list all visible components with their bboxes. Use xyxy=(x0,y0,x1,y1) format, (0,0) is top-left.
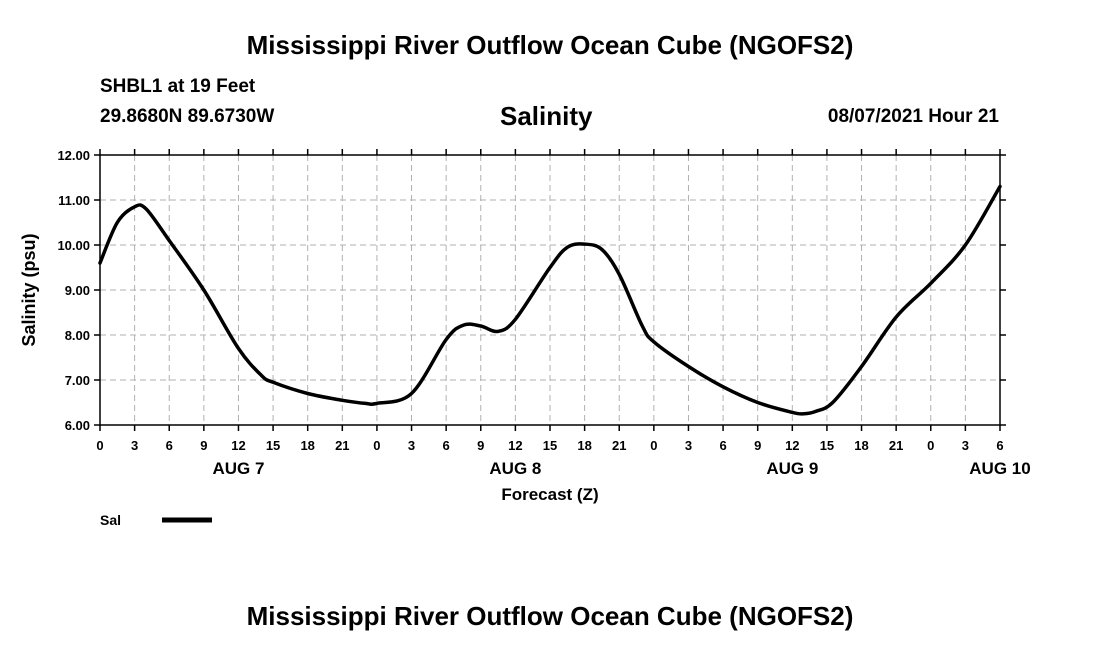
y-tick-label: 11.00 xyxy=(58,193,90,208)
x-tick-label: 0 xyxy=(96,438,103,453)
y-tick-label: 9.00 xyxy=(65,283,90,298)
y-tick-label: 10.00 xyxy=(57,238,90,253)
x-tick-label: 6 xyxy=(443,438,450,453)
x-tick-label: 3 xyxy=(408,438,415,453)
axis-ticks xyxy=(94,149,1006,431)
x-tick-label: 21 xyxy=(612,438,626,453)
x-tick-label: 0 xyxy=(373,438,380,453)
x-tick-label: 3 xyxy=(131,438,138,453)
x-tick-label: 21 xyxy=(889,438,903,453)
x-tick-label: 15 xyxy=(543,438,557,453)
station-coords: 29.8680N 89.6730W xyxy=(100,106,275,127)
footer-title: Mississippi River Outflow Ocean Cube (NG… xyxy=(246,601,854,631)
y-tick-label: 8.00 xyxy=(65,328,90,343)
x-tick-label: 15 xyxy=(820,438,834,453)
x-tick-label: 12 xyxy=(785,438,799,453)
variable-title: Salinity xyxy=(500,101,593,131)
station-label: SHBL1 at 19 Feet xyxy=(100,76,256,97)
day-labels: AUG 7 AUG 8 AUG 9 AUG 10 xyxy=(212,459,1030,478)
x-tick-label: 18 xyxy=(854,438,868,453)
x-tick-label: 6 xyxy=(166,438,173,453)
x-tick-label: 12 xyxy=(231,438,245,453)
grid xyxy=(100,155,1000,425)
chart-title: Mississippi River Outflow Ocean Cube (NG… xyxy=(246,30,854,60)
salinity-series-line xyxy=(98,184,1002,416)
day-label: AUG 7 xyxy=(212,459,264,478)
x-tick-label: 15 xyxy=(266,438,280,453)
x-tick-label: 6 xyxy=(996,438,1003,453)
day-label: AUG 9 xyxy=(766,459,818,478)
x-tick-label: 9 xyxy=(477,438,484,453)
x-tick-label: 0 xyxy=(927,438,934,453)
y-tick-label: 6.00 xyxy=(65,418,90,433)
x-tick-label: 12 xyxy=(508,438,522,453)
x-tick-label: 6 xyxy=(719,438,726,453)
day-label: AUG 8 xyxy=(489,459,541,478)
x-tick-labels: 0 3 6 9 12 15 18 21 0 3 6 9 12 15 18 21 0 3 6 9 12 15 18 21 0 3 6 xyxy=(96,438,1003,453)
day-label: AUG 10 xyxy=(969,459,1030,478)
x-tick-label: 21 xyxy=(335,438,349,453)
y-tick-labels: 6.00 7.00 8.00 9.00 10.00 11.00 12.00 xyxy=(57,148,90,433)
x-tick-label: 3 xyxy=(962,438,969,453)
x-axis-label: Forecast (Z) xyxy=(501,485,598,504)
forecast-datetime: 08/07/2021 Hour 21 xyxy=(827,106,999,127)
x-tick-label: 0 xyxy=(650,438,657,453)
legend-label: Sal xyxy=(100,512,121,528)
y-tick-label: 7.00 xyxy=(65,373,90,388)
x-tick-label: 18 xyxy=(577,438,591,453)
x-tick-label: 9 xyxy=(200,438,207,453)
x-tick-label: 3 xyxy=(685,438,692,453)
y-tick-label: 12.00 xyxy=(57,148,90,163)
y-axis-label: Salinity (psu) xyxy=(19,233,39,346)
x-tick-label: 18 xyxy=(300,438,314,453)
x-tick-label: 9 xyxy=(754,438,761,453)
